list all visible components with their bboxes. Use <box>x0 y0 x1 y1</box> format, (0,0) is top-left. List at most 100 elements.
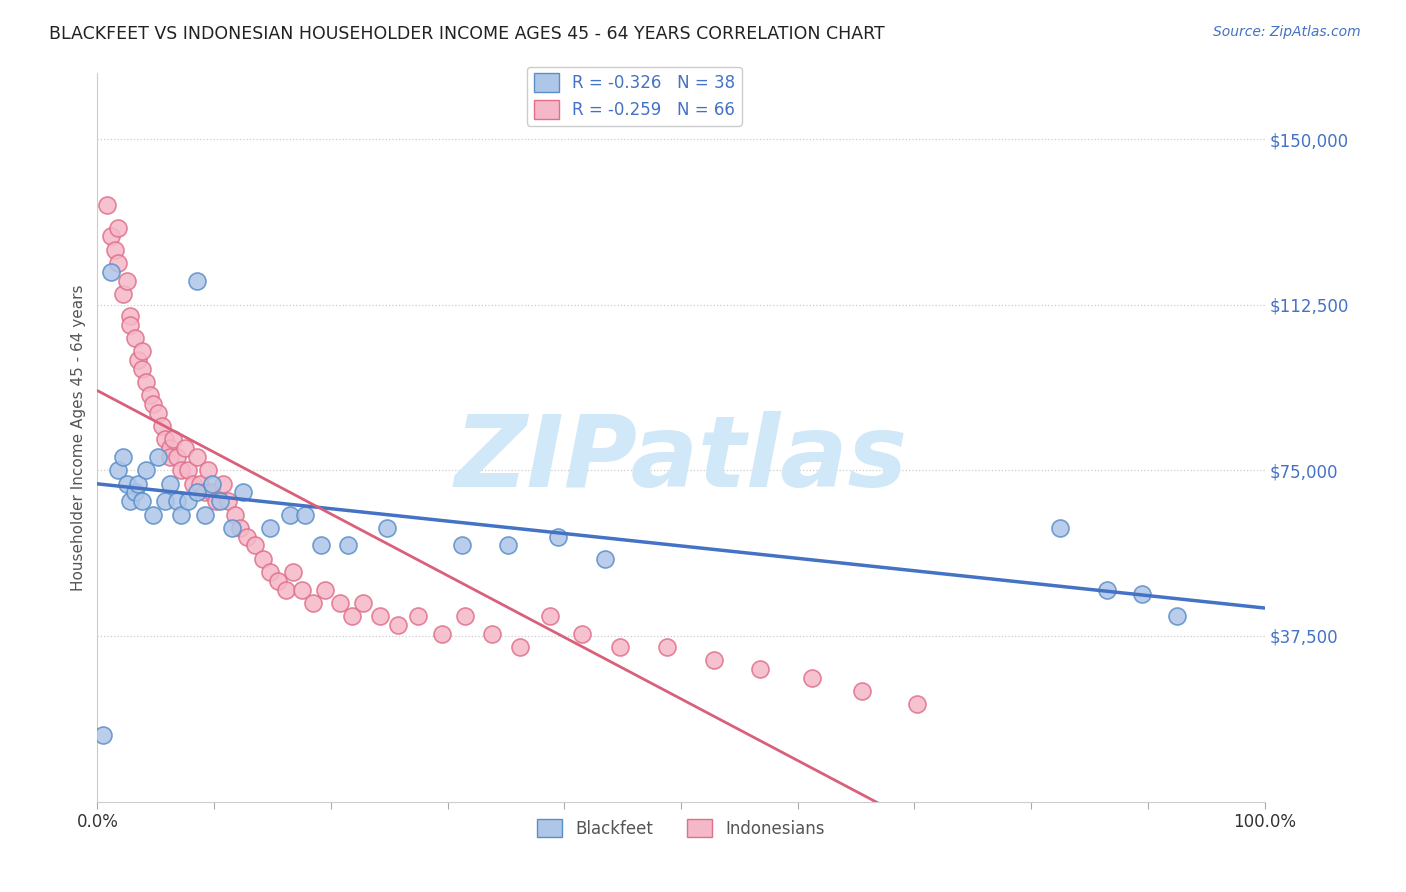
Point <box>118 309 141 323</box>
Point <box>283 565 305 579</box>
Point <box>194 485 217 500</box>
Point <box>166 494 188 508</box>
Point <box>124 485 146 500</box>
Point <box>1166 609 1188 624</box>
Point <box>177 463 200 477</box>
Point <box>131 361 153 376</box>
Point <box>127 476 149 491</box>
Point <box>278 508 301 522</box>
Point <box>496 539 519 553</box>
Point <box>291 582 314 597</box>
Point <box>186 450 208 464</box>
Point <box>112 286 135 301</box>
Point <box>252 551 274 566</box>
Point <box>229 521 252 535</box>
Point <box>267 574 290 588</box>
Legend: Blackfeet, Indonesians: Blackfeet, Indonesians <box>530 813 831 844</box>
Point <box>375 521 398 535</box>
Point <box>131 494 153 508</box>
Point <box>609 640 631 654</box>
Point <box>340 609 363 624</box>
Point <box>139 388 162 402</box>
Point <box>276 582 298 597</box>
Point <box>142 397 165 411</box>
Point <box>170 463 193 477</box>
Text: BLACKFEET VS INDONESIAN HOUSEHOLDER INCOME AGES 45 - 64 YEARS CORRELATION CHART: BLACKFEET VS INDONESIAN HOUSEHOLDER INCO… <box>49 25 884 43</box>
Point <box>150 419 173 434</box>
Point <box>188 476 211 491</box>
Point <box>547 530 569 544</box>
Point <box>186 273 208 287</box>
Point <box>112 450 135 464</box>
Point <box>571 627 593 641</box>
Text: Source: ZipAtlas.com: Source: ZipAtlas.com <box>1213 25 1361 39</box>
Point <box>100 265 122 279</box>
Point <box>153 494 176 508</box>
Point <box>800 671 823 685</box>
Point <box>655 640 678 654</box>
Point <box>118 318 141 332</box>
Point <box>314 582 336 597</box>
Point <box>217 494 239 508</box>
Point <box>368 609 391 624</box>
Point <box>115 273 138 287</box>
Point <box>135 375 157 389</box>
Point <box>538 609 561 624</box>
Point <box>224 508 246 522</box>
Point <box>100 229 122 244</box>
Point <box>243 539 266 553</box>
Point <box>481 627 503 641</box>
Point <box>905 698 928 712</box>
Point <box>703 653 725 667</box>
Point <box>259 565 281 579</box>
Point <box>311 539 333 553</box>
Point <box>1095 582 1118 597</box>
Point <box>118 494 141 508</box>
Point <box>353 596 375 610</box>
Point <box>146 450 169 464</box>
Point <box>91 728 114 742</box>
Point <box>146 406 169 420</box>
Point <box>166 450 188 464</box>
Point <box>162 433 184 447</box>
Point <box>509 640 531 654</box>
Point <box>131 344 153 359</box>
Point <box>135 463 157 477</box>
Point <box>159 476 181 491</box>
Point <box>201 476 224 491</box>
Point <box>194 508 217 522</box>
Point <box>851 684 873 698</box>
Point <box>1130 587 1153 601</box>
Point <box>174 442 197 456</box>
Point <box>186 485 208 500</box>
Point <box>208 494 231 508</box>
Point <box>127 353 149 368</box>
Point <box>205 494 228 508</box>
Point <box>177 494 200 508</box>
Point <box>232 485 254 500</box>
Point <box>236 530 259 544</box>
Point <box>329 596 352 610</box>
Point <box>212 476 235 491</box>
Point <box>181 476 204 491</box>
Point <box>337 539 360 553</box>
Y-axis label: Householder Income Ages 45 - 64 years: Householder Income Ages 45 - 64 years <box>72 284 86 591</box>
Point <box>387 618 409 632</box>
Point <box>124 331 146 345</box>
Point <box>454 609 477 624</box>
Point <box>96 198 118 212</box>
Point <box>302 596 325 610</box>
Point <box>159 450 181 464</box>
Point <box>153 433 176 447</box>
Point <box>142 508 165 522</box>
Point <box>408 609 430 624</box>
Point <box>197 463 219 477</box>
Point <box>159 442 181 456</box>
Point <box>115 476 138 491</box>
Point <box>107 463 129 477</box>
Point <box>593 551 616 566</box>
Point <box>259 521 281 535</box>
Point <box>221 521 243 535</box>
Point <box>749 662 772 676</box>
Point <box>107 220 129 235</box>
